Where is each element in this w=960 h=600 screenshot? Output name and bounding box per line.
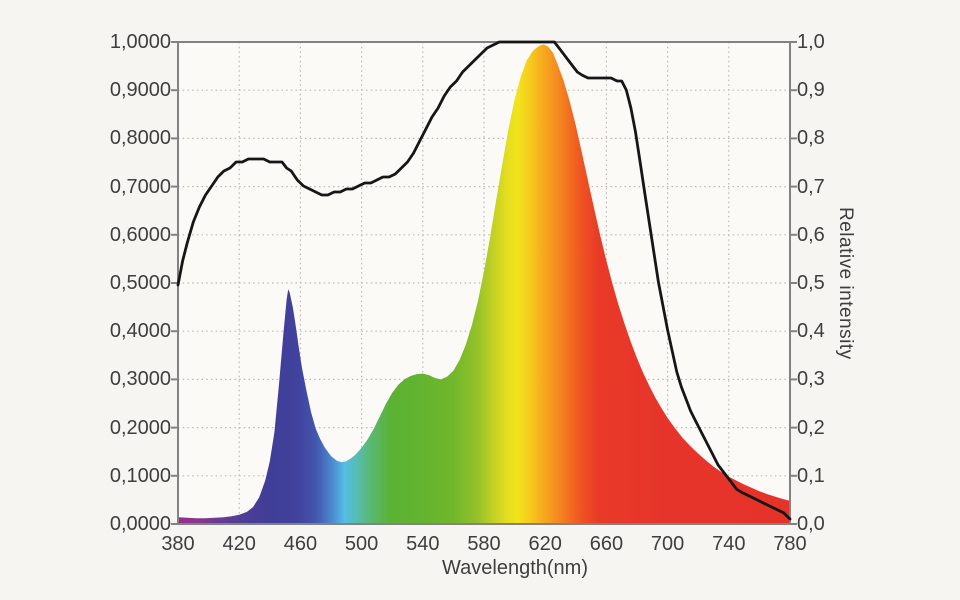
y-tick-label-right: 0,4 — [797, 320, 825, 343]
y-tick-label-left: 0,3000 — [109, 368, 171, 391]
y-tick-label-right: 0,0 — [797, 513, 825, 535]
y-tick-label-left: 0,8000 — [109, 127, 171, 150]
y-tick-label-right: 1,0 — [797, 31, 825, 53]
y-tick-label-right: 0,9 — [797, 79, 825, 102]
x-tick-label: 460 — [283, 533, 318, 555]
x-tick-label: 380 — [161, 533, 195, 555]
y-tick-label-left: 0,4000 — [109, 320, 171, 343]
x-tick-label: 660 — [589, 533, 624, 555]
x-tick-label: 420 — [222, 533, 256, 555]
y-tick-label-left: 0,0000 — [109, 513, 171, 535]
x-axis-title: Wavelength(nm) — [442, 557, 588, 579]
y-tick-label-left: 0,9000 — [109, 79, 171, 102]
y-tick-label-left: 0,5000 — [109, 272, 171, 294]
y-tick-label-right: 0,7 — [797, 175, 825, 198]
x-tick-label: 500 — [344, 533, 379, 555]
x-tick-label: 580 — [467, 533, 501, 555]
x-tick-label: 780 — [773, 533, 807, 555]
y-tick-label-left: 0,1000 — [109, 464, 171, 487]
y-tick-label-left: 0,2000 — [109, 416, 171, 439]
y-tick-label-right: 0,2 — [797, 416, 825, 439]
x-tick-label: 740 — [712, 533, 746, 555]
spectrum-area-series — [178, 44, 790, 525]
axis-ticks — [171, 41, 797, 525]
y-tick-label-left: 0,7000 — [109, 175, 171, 198]
x-tick-label: 700 — [650, 533, 685, 555]
y-tick-label-right: 0,1 — [797, 464, 825, 487]
y-tick-label-left: 1,0000 — [109, 31, 171, 53]
y-tick-label-right: 0,8 — [797, 127, 825, 150]
y-tick-label-right: 0,5 — [797, 272, 825, 294]
relative-intensity-curve — [176, 40, 792, 521]
x-tick-label: 540 — [406, 533, 440, 555]
y-tick-label-right: 0,6 — [797, 223, 825, 246]
y-axis-title: Relative intensity — [835, 206, 856, 360]
y-tick-label-right: 0,3 — [797, 368, 825, 391]
x-tick-label: 620 — [528, 533, 562, 555]
y-tick-label-left: 0,6000 — [109, 223, 171, 246]
